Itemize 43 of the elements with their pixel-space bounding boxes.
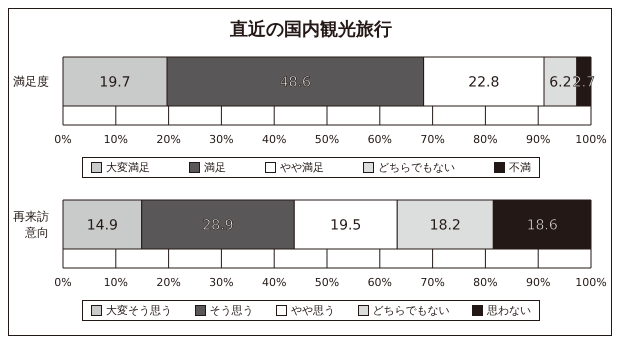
legend-label: 不満	[509, 160, 531, 175]
legend-label: 思わない	[487, 303, 531, 318]
x-tick-label: 40%	[262, 276, 286, 289]
x-tick-label: 100%	[575, 276, 607, 289]
data-label: 19.7	[99, 74, 131, 90]
legend-label: 大変満足	[106, 160, 150, 175]
y-tick-label: 満足度	[13, 74, 49, 88]
data-label: 18.2	[430, 217, 461, 234]
chart-title: 直近の国内観光旅行	[229, 18, 393, 42]
legend-label: やや思う	[291, 303, 335, 318]
x-tick-label: 100%	[575, 132, 607, 146]
data-label: 14.9	[86, 217, 118, 234]
legend-label: そう思う	[210, 303, 254, 318]
x-tick-label: 80%	[473, 276, 498, 289]
x-tick-label: 90%	[526, 132, 550, 146]
x-tick-label: 0%	[54, 132, 72, 146]
data-label: 19.5	[330, 217, 362, 234]
x-tick-label: 60%	[368, 276, 392, 289]
legend-label: 大変そう思う	[106, 303, 172, 318]
x-tick-label: 20%	[156, 132, 181, 146]
legend-label: 満足	[204, 160, 226, 175]
x-tick-label: 30%	[209, 132, 234, 146]
data-label: 48.6	[280, 74, 311, 90]
data-label: 28.9	[202, 217, 234, 234]
x-tick-label: 10%	[104, 276, 128, 289]
x-tick-label: 90%	[526, 276, 550, 289]
legend-label: やや満足	[280, 160, 324, 175]
x-tick-label: 60%	[368, 132, 392, 146]
x-tick-label: 40%	[262, 132, 286, 146]
legend-label: どちらでもない	[372, 303, 450, 318]
x-tick-label: 80%	[473, 132, 498, 146]
x-tick-label: 20%	[156, 276, 181, 289]
x-tick-label: 10%	[104, 132, 128, 146]
x-tick-label: 70%	[420, 132, 445, 146]
x-tick-label: 0%	[54, 276, 72, 289]
x-tick-label: 70%	[420, 276, 445, 289]
y-tick-label: 再来訪意向	[13, 210, 49, 240]
data-label: 6.2	[549, 74, 572, 90]
x-tick-label: 30%	[209, 276, 234, 289]
legend-label: どちらでもない	[378, 160, 455, 175]
x-tick-label: 50%	[314, 276, 340, 289]
x-tick-label: 50%	[314, 132, 340, 146]
data-label: 22.8	[468, 74, 500, 90]
